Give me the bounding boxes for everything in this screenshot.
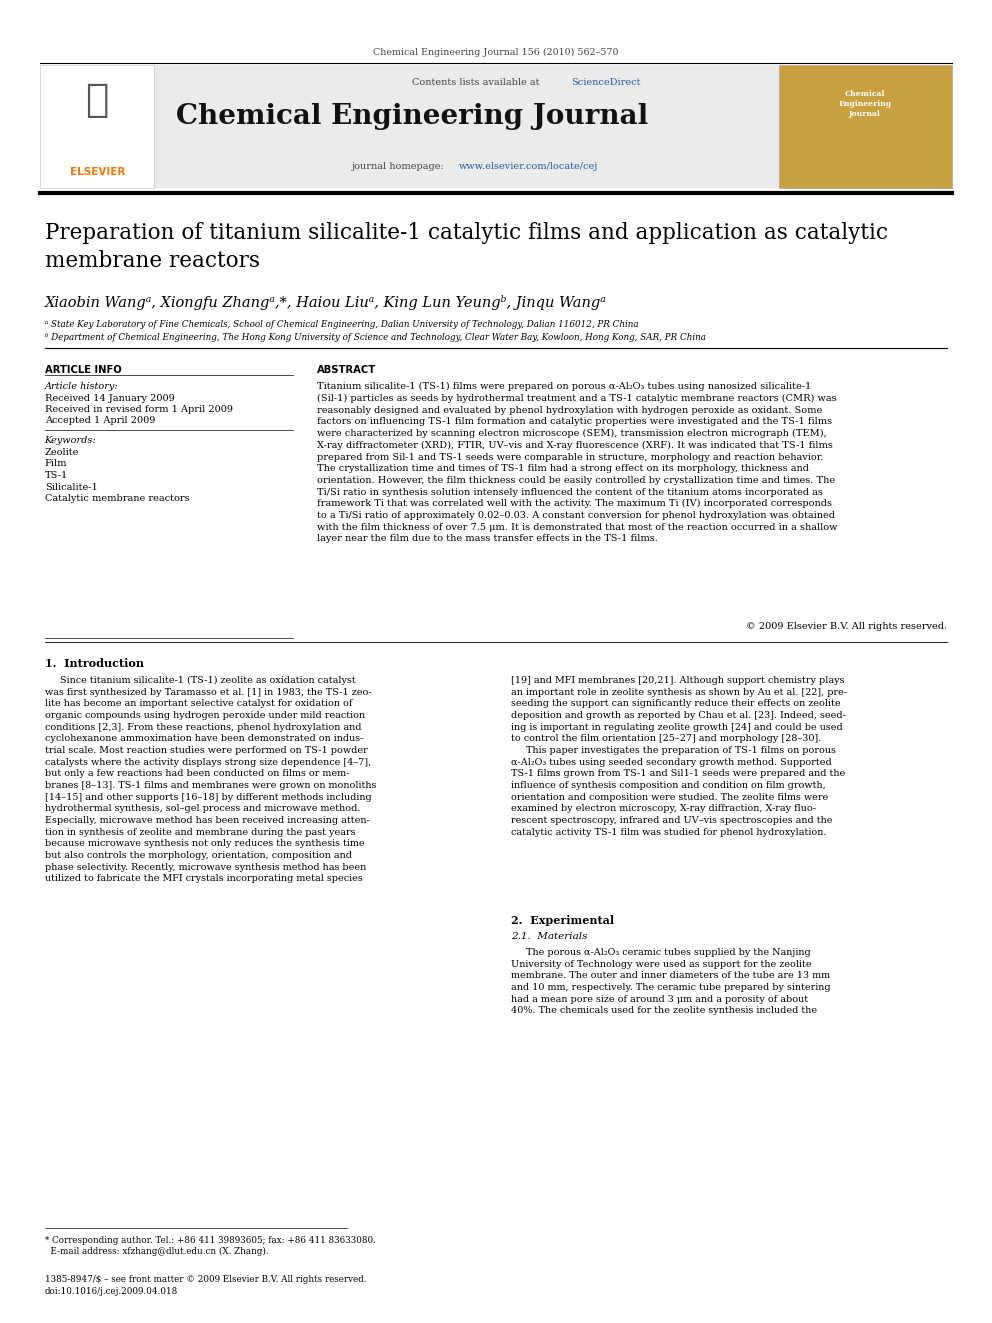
Text: ᵇ Department of Chemical Engineering, The Hong Kong University of Science and Te: ᵇ Department of Chemical Engineering, Th… (45, 333, 705, 343)
FancyBboxPatch shape (40, 65, 154, 188)
Text: TS-1: TS-1 (45, 471, 67, 480)
FancyBboxPatch shape (154, 65, 779, 188)
Text: Xiaobin Wangᵃ, Xiongfu Zhangᵃ,*, Haiou Liuᵃ, King Lun Yeungᵇ, Jinqu Wangᵃ: Xiaobin Wangᵃ, Xiongfu Zhangᵃ,*, Haiou L… (45, 295, 606, 310)
Text: Accepted 1 April 2009: Accepted 1 April 2009 (45, 415, 155, 425)
Text: ᵃ State Key Laboratory of Fine Chemicals, School of Chemical Engineering, Dalian: ᵃ State Key Laboratory of Fine Chemicals… (45, 320, 638, 329)
Text: Catalytic membrane reactors: Catalytic membrane reactors (45, 493, 189, 503)
Text: [19] and MFI membranes [20,21]. Although support chemistry plays
an important ro: [19] and MFI membranes [20,21]. Although… (511, 676, 847, 836)
Text: * Corresponding author. Tel.: +86 411 39893605; fax: +86 411 83633080.: * Corresponding author. Tel.: +86 411 39… (45, 1236, 376, 1245)
Text: Chemical Engineering Journal: Chemical Engineering Journal (176, 103, 648, 130)
Text: Received in revised form 1 April 2009: Received in revised form 1 April 2009 (45, 405, 233, 414)
Text: 1385-8947/$ – see front matter © 2009 Elsevier B.V. All rights reserved.: 1385-8947/$ – see front matter © 2009 El… (45, 1275, 366, 1285)
Text: Silicalite-1: Silicalite-1 (45, 483, 97, 492)
Text: E-mail address: xfzhang@dlut.edu.cn (X. Zhang).: E-mail address: xfzhang@dlut.edu.cn (X. … (45, 1248, 268, 1256)
Text: Keywords:: Keywords: (45, 437, 96, 445)
Text: 🌳: 🌳 (85, 81, 109, 119)
Text: 2.  Experimental: 2. Experimental (511, 916, 614, 926)
Text: Preparation of titanium silicalite-1 catalytic films and application as catalyti: Preparation of titanium silicalite-1 cat… (45, 222, 888, 273)
Text: journal homepage:: journal homepage: (352, 161, 448, 171)
Text: www.elsevier.com/locate/cej: www.elsevier.com/locate/cej (459, 161, 598, 171)
Text: ScienceDirect: ScienceDirect (571, 78, 641, 87)
Text: Received 14 January 2009: Received 14 January 2009 (45, 394, 175, 404)
Text: doi:10.1016/j.cej.2009.04.018: doi:10.1016/j.cej.2009.04.018 (45, 1287, 178, 1297)
Text: ABSTRACT: ABSTRACT (317, 365, 377, 374)
Text: Chemical
Engineering
Journal: Chemical Engineering Journal (838, 90, 892, 118)
Text: Film: Film (45, 459, 67, 468)
FancyBboxPatch shape (779, 65, 952, 188)
Text: Since titanium silicalite-1 (TS-1) zeolite as oxidation catalyst
was first synth: Since titanium silicalite-1 (TS-1) zeoli… (45, 676, 376, 884)
Text: The porous α-Al₂O₃ ceramic tubes supplied by the Nanjing
University of Technolog: The porous α-Al₂O₃ ceramic tubes supplie… (511, 949, 830, 1015)
Text: Article history:: Article history: (45, 382, 118, 392)
Text: ELSEVIER: ELSEVIER (69, 167, 125, 177)
Text: Zeolite: Zeolite (45, 448, 79, 456)
Text: © 2009 Elsevier B.V. All rights reserved.: © 2009 Elsevier B.V. All rights reserved… (746, 622, 947, 631)
Text: 2.1.  Materials: 2.1. Materials (511, 931, 587, 941)
Text: Chemical Engineering Journal 156 (2010) 562–570: Chemical Engineering Journal 156 (2010) … (373, 48, 619, 57)
Text: Titanium silicalite-1 (TS-1) films were prepared on porous α-Al₂O₃ tubes using n: Titanium silicalite-1 (TS-1) films were … (317, 382, 838, 544)
Text: ARTICLE INFO: ARTICLE INFO (45, 365, 121, 374)
Text: 1.  Introduction: 1. Introduction (45, 658, 144, 669)
Text: Contents lists available at: Contents lists available at (412, 78, 543, 87)
